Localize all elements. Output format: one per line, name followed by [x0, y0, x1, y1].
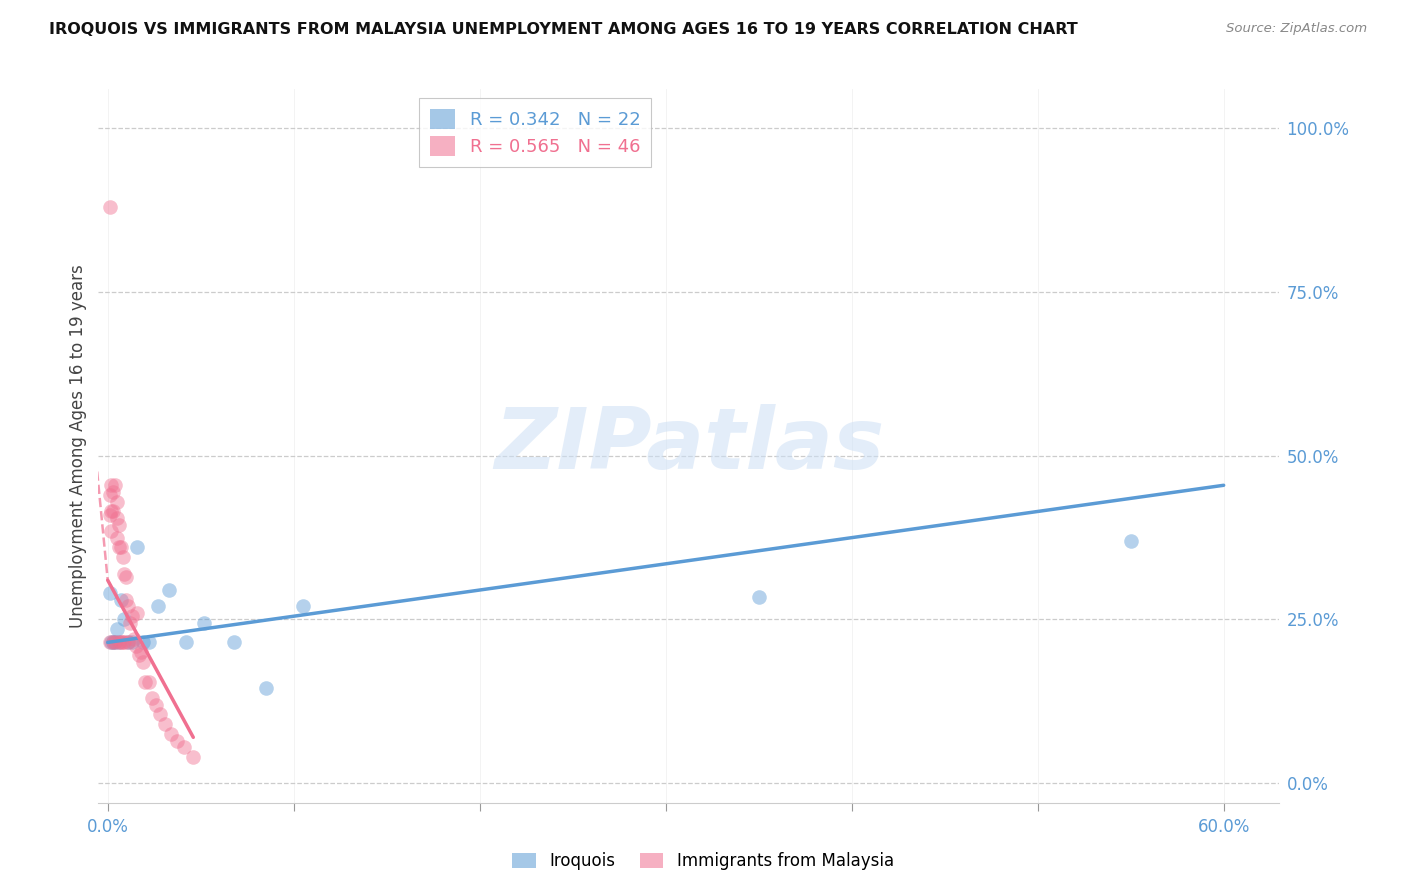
- Legend: Iroquois, Immigrants from Malaysia: Iroquois, Immigrants from Malaysia: [506, 846, 900, 877]
- Point: [100, 524, 122, 538]
- Point: [100, 635, 122, 649]
- Point: [105, 623, 128, 637]
- Text: IROQUOIS VS IMMIGRANTS FROM MALAYSIA UNEMPLOYMENT AMONG AGES 16 TO 19 YEARS CORR: IROQUOIS VS IMMIGRANTS FROM MALAYSIA UNE…: [49, 22, 1078, 37]
- Point: [145, 698, 167, 712]
- Point: [138, 674, 160, 689]
- Point: [105, 531, 128, 545]
- Text: Source: ZipAtlas.com: Source: ZipAtlas.com: [1226, 22, 1367, 36]
- Point: [129, 645, 152, 659]
- Point: [111, 635, 134, 649]
- Point: [105, 511, 128, 525]
- Point: [166, 733, 188, 747]
- Point: [173, 740, 195, 755]
- Point: [134, 674, 156, 689]
- Point: [114, 635, 136, 649]
- Point: [155, 717, 177, 731]
- Point: [108, 541, 131, 555]
- Point: [132, 635, 155, 649]
- Point: [122, 632, 145, 647]
- Point: [103, 635, 125, 649]
- Point: [115, 570, 138, 584]
- Point: [98, 488, 121, 502]
- Point: [103, 635, 125, 649]
- Point: [117, 635, 139, 649]
- Point: [174, 635, 197, 649]
- Point: [98, 586, 121, 600]
- Point: [128, 648, 150, 663]
- Point: [108, 635, 131, 649]
- Point: [104, 478, 127, 492]
- Point: [149, 707, 172, 722]
- Point: [108, 635, 131, 649]
- Legend: R = 0.342   N = 22, R = 0.565   N = 46: R = 0.342 N = 22, R = 0.565 N = 46: [419, 98, 651, 167]
- Point: [141, 691, 163, 706]
- Point: [114, 566, 136, 581]
- Point: [748, 590, 770, 604]
- Point: [127, 541, 149, 555]
- Point: [181, 750, 204, 764]
- Point: [118, 615, 141, 630]
- Point: [104, 635, 127, 649]
- Point: [104, 635, 127, 649]
- Point: [115, 592, 138, 607]
- Point: [105, 494, 128, 508]
- Point: [103, 504, 125, 518]
- Point: [292, 599, 315, 614]
- Text: ZIPatlas: ZIPatlas: [494, 404, 884, 488]
- Point: [108, 517, 131, 532]
- Point: [117, 635, 139, 649]
- Point: [117, 599, 139, 614]
- Point: [98, 508, 121, 522]
- Point: [98, 635, 121, 649]
- Point: [224, 635, 246, 649]
- Y-axis label: Unemployment Among Ages 16 to 19 years: Unemployment Among Ages 16 to 19 years: [69, 264, 87, 628]
- Point: [103, 484, 125, 499]
- Point: [114, 612, 136, 626]
- Point: [100, 478, 122, 492]
- Point: [160, 727, 183, 741]
- Point: [132, 655, 155, 669]
- Point: [110, 541, 132, 555]
- Point: [124, 639, 146, 653]
- Point: [127, 606, 149, 620]
- Point: [193, 615, 215, 630]
- Point: [111, 550, 134, 565]
- Point: [1119, 533, 1142, 548]
- Point: [98, 200, 121, 214]
- Point: [157, 582, 180, 597]
- Point: [254, 681, 277, 696]
- Point: [110, 592, 132, 607]
- Point: [121, 609, 143, 624]
- Point: [146, 599, 169, 614]
- Point: [121, 635, 143, 649]
- Point: [138, 635, 160, 649]
- Point: [110, 635, 132, 649]
- Point: [100, 504, 122, 518]
